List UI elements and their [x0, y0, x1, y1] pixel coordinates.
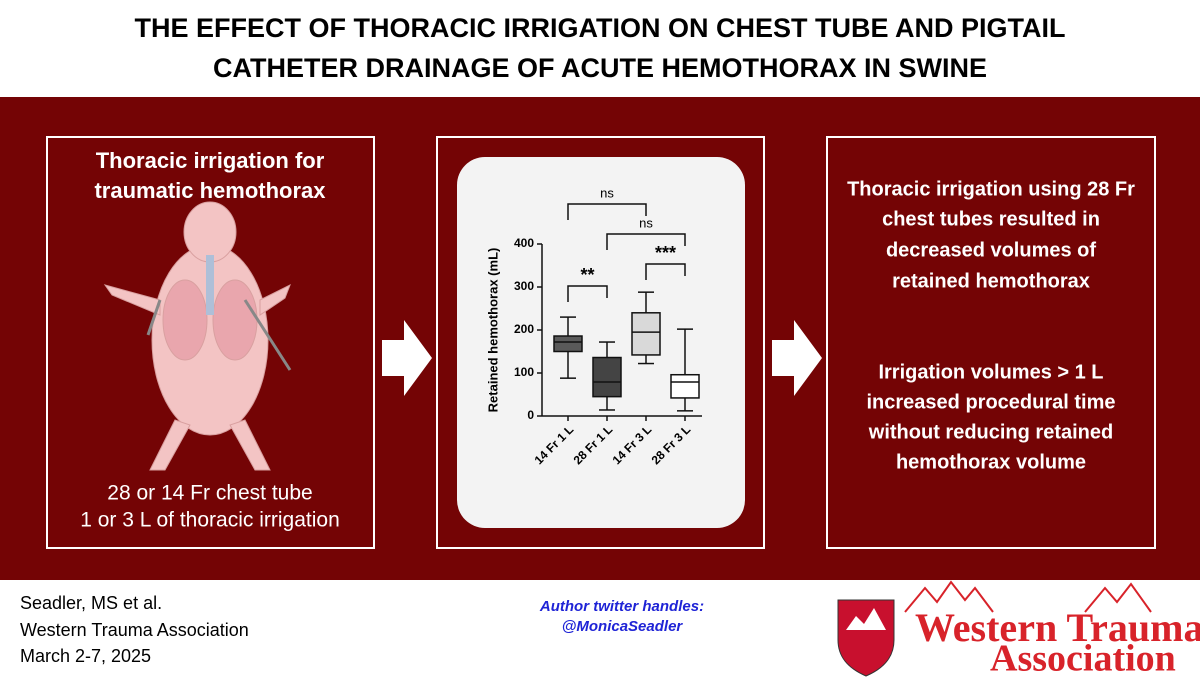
finding: retained hemothorax [892, 270, 1090, 292]
bracket [645, 263, 686, 280]
citation: Seadler, MS et al. [20, 593, 162, 613]
caption: 1 or 3 L of thoracic irrigation [80, 509, 340, 532]
heading: Thoracic irrigation for [96, 148, 325, 173]
finding: increased procedural time [867, 391, 1116, 413]
y-tick-label: 400 [514, 236, 534, 250]
bracket [567, 203, 647, 220]
logo-text: Association [990, 638, 1176, 679]
finding: hemothorax volume [896, 451, 1086, 473]
panel [436, 136, 765, 549]
citation: Western Trauma Association [20, 620, 249, 640]
y-tick-label: 100 [514, 365, 534, 379]
y-tick-label: 300 [514, 279, 534, 293]
panel [46, 136, 375, 549]
box [553, 335, 583, 353]
logo: Western Trauma Association [837, 580, 1200, 680]
caption: 28 or 14 Fr chest tube [107, 482, 312, 505]
finding: chest tubes resulted in [882, 208, 1100, 230]
finding: decreased volumes of [886, 239, 1096, 261]
panel [826, 136, 1156, 549]
finding: without reducing retained [868, 421, 1113, 443]
logo-text: Western Trauma [915, 605, 1200, 650]
box [631, 312, 661, 356]
y-tick-label: 200 [514, 322, 534, 336]
title: CATHETER DRAINAGE OF ACUTE HEMOTHORAX IN… [213, 53, 987, 83]
arrow [382, 320, 432, 396]
heading: traumatic hemothorax [94, 178, 326, 203]
significance: ns [600, 185, 614, 200]
significance: *** [655, 243, 676, 263]
citation: March 2-7, 2025 [20, 646, 151, 666]
box [670, 373, 700, 399]
bracket [606, 233, 686, 250]
y-tick-label: 0 [527, 408, 534, 422]
box [592, 356, 622, 398]
significance: ns [639, 215, 653, 230]
bracket [567, 285, 608, 302]
arrow [772, 320, 822, 396]
finding: Thoracic irrigation using 28 Fr [847, 178, 1135, 200]
finding: Irrigation volumes > 1 L [878, 361, 1103, 383]
twitter: @MonicaSeadler [562, 618, 684, 635]
title: THE EFFECT OF THORACIC IRRIGATION ON CHE… [135, 13, 1066, 43]
y-axis-label: Retained hemothorax (mL) [485, 248, 500, 413]
pig [103, 201, 292, 471]
twitter: Author twitter handles: [539, 598, 704, 615]
significance: ** [580, 265, 594, 285]
